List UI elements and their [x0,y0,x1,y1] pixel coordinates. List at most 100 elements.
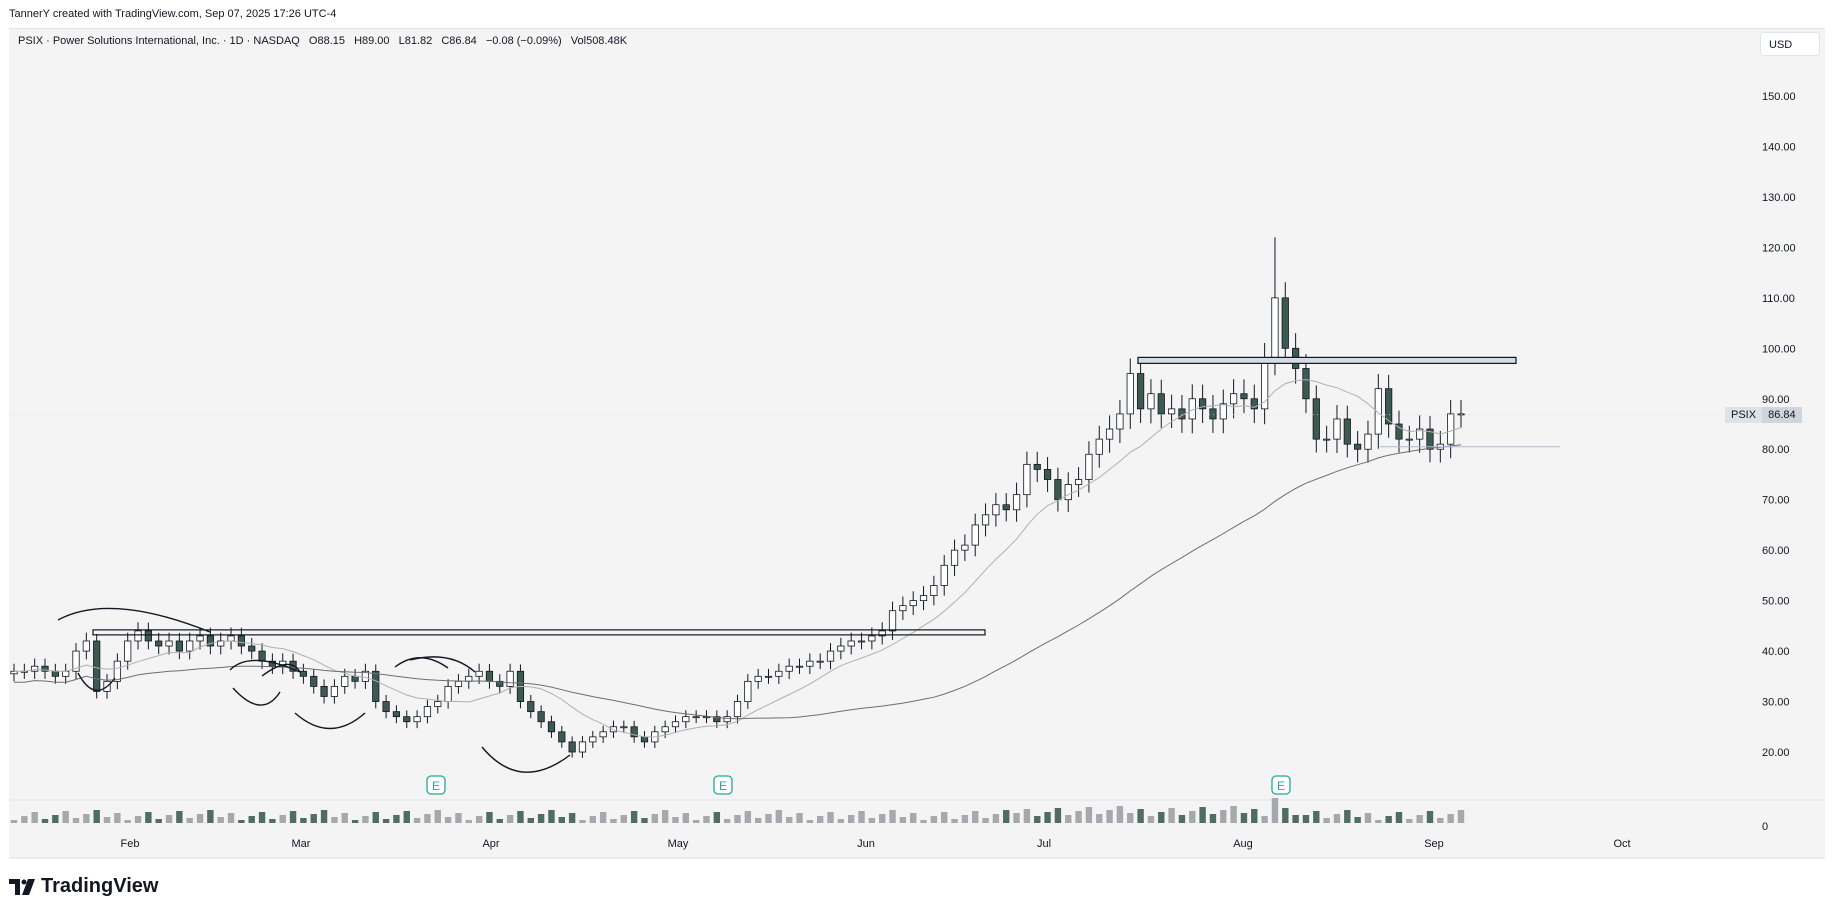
candle-body[interactable] [940,564,948,586]
candle-body[interactable] [423,706,432,718]
candle-body[interactable] [165,640,173,647]
candle-body[interactable] [754,675,762,682]
earnings-marker-icon[interactable] [426,775,446,795]
candle-body[interactable] [589,736,597,743]
candle-body[interactable] [196,635,204,642]
candle-body[interactable] [837,645,845,652]
candle-body[interactable] [723,716,731,723]
candle-body[interactable] [847,640,855,647]
candle-body[interactable] [671,721,680,728]
candle-body[interactable] [785,665,793,672]
candle-body[interactable] [175,640,183,652]
candle-body[interactable] [1405,438,1413,441]
candle-body[interactable] [682,716,690,723]
candle-body[interactable] [661,726,669,733]
earnings-marker-icon[interactable] [713,775,733,795]
candle-body[interactable] [454,680,463,687]
candle-body[interactable] [950,549,959,566]
candle-body[interactable] [1012,494,1021,511]
candle-body[interactable] [857,640,866,643]
candle-body[interactable] [578,741,587,753]
candle-body[interactable] [775,670,783,677]
candle-body[interactable] [930,585,938,596]
candle-body[interactable] [1074,479,1083,485]
candle-body[interactable] [733,701,742,718]
candle-body[interactable] [144,630,152,642]
candle-body[interactable] [31,665,39,672]
candle-body[interactable] [826,650,835,662]
candle-body[interactable] [1312,398,1320,440]
candle-body[interactable] [878,630,886,637]
earnings-marker-icon[interactable] [1271,775,1291,795]
candle-body[interactable] [475,670,483,677]
candle-body[interactable] [527,701,535,713]
candle-body[interactable] [485,670,494,682]
candle-body[interactable] [248,645,256,652]
candle-body[interactable] [1167,408,1176,415]
candle-body[interactable] [299,670,308,677]
candle-body[interactable] [692,716,700,719]
candle-body[interactable] [1157,393,1165,415]
candle-body[interactable] [496,680,504,687]
candle-body[interactable] [227,635,235,642]
candle-body[interactable] [981,514,990,526]
candle-body[interactable] [124,640,132,662]
candle-body[interactable] [919,595,928,602]
candle-body[interactable] [1136,373,1145,410]
candle-body[interactable] [62,670,70,677]
candle-body[interactable] [206,635,214,647]
candle-body[interactable] [888,610,897,632]
candle-body[interactable] [186,640,194,652]
candle-body[interactable] [1374,388,1382,435]
candle-body[interactable] [868,635,876,642]
candle-body[interactable] [599,731,607,738]
candle-body[interactable] [1354,443,1362,450]
candle-body[interactable] [992,504,1000,516]
candle-body[interactable] [134,630,142,642]
candle-body[interactable] [713,716,721,723]
candle-body[interactable] [909,600,917,607]
candle-body[interactable] [237,635,245,647]
candle-body[interactable] [816,660,824,663]
candle-body[interactable] [392,711,401,718]
candle-body[interactable] [630,726,638,738]
candle-body[interactable] [217,640,225,647]
candle-body[interactable] [744,680,752,702]
candle-body[interactable] [310,675,318,687]
candle-body[interactable] [547,721,556,733]
candle-body[interactable] [1085,453,1093,480]
candle-body[interactable] [537,711,545,723]
tradingview-logo[interactable]: TradingView [9,875,158,898]
candle-body[interactable] [330,686,339,697]
candle-body[interactable] [1105,428,1114,440]
candle-body[interactable] [1054,479,1062,501]
candle-body[interactable] [899,605,907,612]
candle-body[interactable] [434,701,442,707]
symbol-name[interactable]: PSIX · Power Solutions International, In… [18,35,300,47]
candle-body[interactable] [1116,413,1124,430]
candle-body[interactable] [41,665,49,672]
candle-body[interactable] [961,544,969,551]
candle-body[interactable] [361,670,370,682]
candle-body[interactable] [1199,398,1207,410]
candle-body[interactable] [444,686,452,702]
candle-body[interactable] [51,670,59,677]
candle-body[interactable] [1302,368,1310,400]
candle-body[interactable] [1323,438,1331,441]
candle-body[interactable] [155,640,163,647]
candle-body[interactable] [1209,408,1217,420]
candle-body[interactable] [1230,393,1238,405]
candle-body[interactable] [1385,388,1393,425]
candle-body[interactable] [620,726,628,729]
candle-body[interactable] [372,670,380,702]
candle-body[interactable] [795,665,804,668]
candle-body[interactable] [1126,373,1134,415]
candle-body[interactable] [558,731,566,743]
candle-body[interactable] [1064,484,1072,501]
candle-body[interactable] [258,650,266,662]
candle-body[interactable] [1147,393,1155,410]
candle-body[interactable] [1240,393,1248,400]
candle-body[interactable] [1095,438,1103,455]
candle-body[interactable] [1395,423,1403,440]
